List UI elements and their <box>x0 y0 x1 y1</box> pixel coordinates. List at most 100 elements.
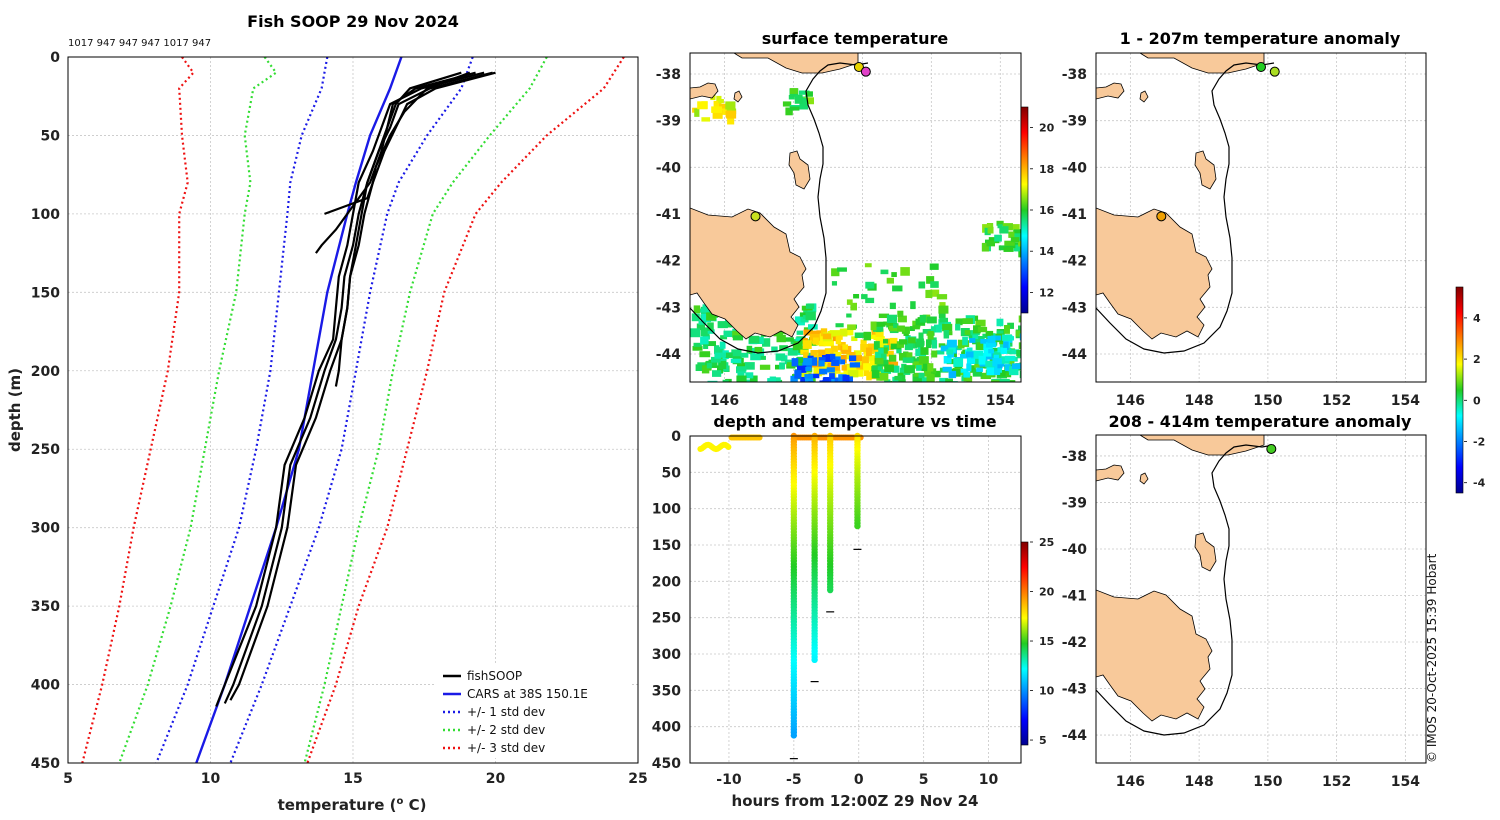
profile-y-tick: 400 <box>31 678 60 694</box>
sst-pixel <box>886 314 898 323</box>
sst-pixel <box>711 356 721 363</box>
profile-y-tick: 0 <box>50 50 60 66</box>
sst-pixel <box>1009 366 1019 376</box>
sst-pixel <box>736 366 747 372</box>
sst-pixel <box>833 351 842 358</box>
anom1-lat-tick: -40 <box>1062 160 1088 176</box>
sst-pixel <box>1018 240 1021 247</box>
sst-pixel <box>707 322 714 331</box>
sst-pixel <box>926 339 932 349</box>
sst-pixel <box>918 356 929 364</box>
profile-ylabel: depth (m) <box>6 368 24 452</box>
sst-pixel <box>912 361 923 369</box>
anom2-map <box>1096 435 1297 736</box>
sst-pixel <box>952 345 962 351</box>
anom1-lat-tick: -42 <box>1062 254 1087 270</box>
sst-pixel <box>938 313 946 319</box>
sst-pixel <box>888 361 899 366</box>
sst-pixel <box>794 370 802 379</box>
sst-pixel <box>1007 336 1015 341</box>
sst-pixel <box>913 372 923 378</box>
profile-x-tick: 25 <box>628 771 647 787</box>
sst-pixel <box>720 106 730 115</box>
sst-pixel <box>969 338 976 343</box>
sst-cast-marker <box>750 211 761 222</box>
sst-pixel <box>997 364 1003 369</box>
sst-pixel <box>1013 244 1020 252</box>
sst-pixel <box>820 328 828 337</box>
sst-pixel <box>939 377 948 382</box>
sst-pixel <box>839 328 848 337</box>
sst-colorbar <box>1020 106 1029 314</box>
sst-pixel <box>789 88 798 94</box>
time-y-tick: 100 <box>652 502 681 518</box>
sst-pixel <box>784 337 794 342</box>
sst-pixel <box>960 368 969 373</box>
sst-pixel <box>798 90 810 95</box>
sst-pixel <box>813 337 819 345</box>
anom2-lon-tick: 154 <box>1391 774 1420 790</box>
sst-pixel <box>822 377 830 382</box>
profile-std3-left-line <box>81 56 195 764</box>
sst-pixel <box>748 335 760 344</box>
sst-pixel <box>1013 229 1021 235</box>
sst-pixel <box>800 316 809 323</box>
sst-pixel <box>851 355 863 362</box>
sst-pixel <box>993 354 999 359</box>
time-x-tick: -10 <box>716 772 742 788</box>
sst-pixel <box>926 374 935 382</box>
sst-pixel <box>986 342 995 348</box>
sst-pixel <box>888 325 900 332</box>
sst-pixel <box>799 98 808 107</box>
sst-pixel <box>805 91 813 97</box>
sst-pixel <box>880 269 889 275</box>
sst-pixel <box>794 316 805 326</box>
sst-pixel <box>851 336 858 342</box>
sst-pixel <box>826 367 835 373</box>
sst-pixel <box>841 365 847 371</box>
sst-pixel <box>883 339 889 344</box>
sst-pixel <box>899 353 907 361</box>
sst-lon-tick: 150 <box>848 393 877 409</box>
sst-pixel <box>746 345 753 354</box>
anom1-lon-tick: 154 <box>1391 393 1420 409</box>
sst-pixel <box>910 381 922 382</box>
time-xlabel: hours from 12:00Z 29 Nov 24 <box>732 792 979 810</box>
sst-pixel <box>802 362 812 369</box>
sst-pixel <box>1018 315 1021 323</box>
sst-pixel <box>707 341 717 347</box>
sst-pixel <box>854 332 864 339</box>
time-cast-point <box>790 732 798 739</box>
anom2-cast-marker <box>1266 443 1277 454</box>
sst-pixel <box>988 349 995 354</box>
sst-pixel <box>869 360 875 366</box>
sst-pixel <box>938 343 946 348</box>
sst-pixel <box>776 334 786 343</box>
sst-pixel <box>918 281 926 289</box>
sst-colorbar-tick: 12 <box>1039 286 1054 299</box>
sst-pixel <box>977 326 988 333</box>
sst-pixel <box>912 325 920 330</box>
profile-y-tick: 250 <box>31 442 60 458</box>
sst-pixel <box>1004 355 1016 362</box>
sst-pixel <box>784 359 794 365</box>
anom2-lon-tick: 148 <box>1185 774 1214 790</box>
sst-pixel <box>885 342 894 351</box>
sst-pixel <box>931 350 938 358</box>
sst-pixel <box>936 350 945 355</box>
sst-lon-tick: 146 <box>710 393 739 409</box>
anom1-lon-tick: 150 <box>1253 393 1282 409</box>
profile-y-tick: 350 <box>31 599 60 615</box>
profile-y-tick: 100 <box>31 207 60 223</box>
sst-pixel <box>976 342 984 350</box>
anom1-lat-tick: -39 <box>1062 114 1087 130</box>
sst-pixel <box>1016 350 1021 357</box>
sst-pixel <box>1007 322 1014 329</box>
anom1-lat-tick: -38 <box>1062 67 1087 83</box>
sst-pixel <box>897 325 905 332</box>
sst-pixel <box>717 365 724 374</box>
sst-pixel <box>788 95 795 100</box>
sst-pixel <box>996 220 1004 226</box>
anom1-lat-tick: -44 <box>1062 347 1088 363</box>
sst-pixel <box>700 336 709 345</box>
